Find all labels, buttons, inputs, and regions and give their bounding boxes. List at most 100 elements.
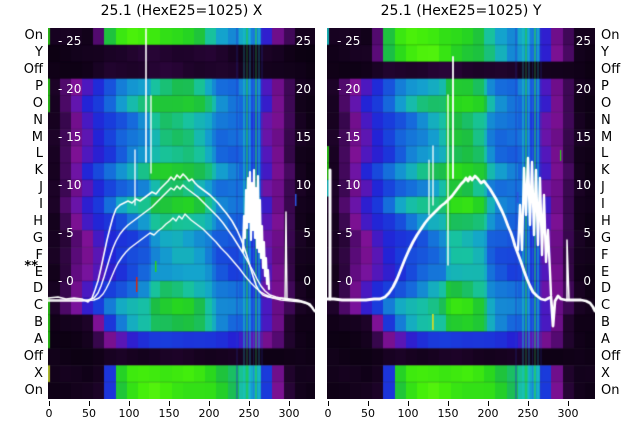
x-tick-mark [328, 401, 329, 406]
row-label-right: On [601, 28, 620, 44]
row-label-left: G [32, 230, 43, 246]
row-label-right: X [601, 365, 610, 381]
panel-y-title: 25.1 (HexE25=1025) Y [380, 3, 542, 19]
row-label-left: H [33, 213, 43, 229]
row-label-right: Off [601, 348, 621, 364]
inner-ytick-right: 15 [295, 130, 311, 144]
x-tick-label: 100 [397, 407, 419, 420]
x-tick-mark [448, 401, 449, 406]
row-label-left: K [34, 163, 43, 179]
row-label-left: A [34, 331, 43, 347]
row-label-right: M [601, 129, 613, 145]
row-label-right: D [601, 281, 612, 297]
row-label-left: I [39, 197, 43, 213]
x-tick-mark [169, 401, 170, 406]
x-tick-label: 0 [324, 407, 332, 420]
row-label-right: Y [601, 45, 609, 61]
x-tick-label: 250 [517, 407, 539, 420]
row-label-right: C [601, 298, 611, 314]
x-tick-mark [249, 401, 250, 406]
panel-x-title: 25.1 (HexE25=1025) X [100, 3, 263, 19]
x-tick-label: 0 [45, 407, 53, 420]
row-label-right: K [601, 163, 610, 179]
inner-ytick-right: 10 [295, 178, 311, 192]
row-label-right: E [601, 264, 610, 280]
row-label-right: Off [601, 62, 621, 78]
inner-ytick-left: - 10 [58, 178, 82, 192]
inner-ytick-left: - 20 [58, 82, 82, 96]
row-label-right: H [601, 213, 611, 229]
row-label-right: G [601, 230, 612, 246]
inner-ytick-right: 0 [583, 274, 591, 288]
inner-ytick-right: 0 [303, 274, 311, 288]
inner-ytick-right: 5 [303, 226, 311, 240]
x-tick-mark [528, 401, 529, 406]
inner-ytick-left: - 10 [337, 178, 361, 192]
inner-ytick-left: - 5 [58, 226, 74, 240]
row-label-left: X [34, 365, 43, 381]
inner-ytick-left: - 5 [337, 226, 353, 240]
row-label-left: Off [23, 62, 43, 78]
row-label-right: J [601, 180, 605, 196]
inner-ytick-right: 20 [575, 82, 591, 96]
inner-ytick-left: - 20 [337, 82, 361, 96]
x-tick-label: 200 [198, 407, 220, 420]
row-label-right: P [601, 79, 609, 95]
row-label-left: J [39, 180, 43, 196]
row-label-left: L [35, 146, 43, 162]
row-label-left: F [35, 247, 43, 263]
inner-ytick-right: 10 [575, 178, 591, 192]
row-label-left: P [35, 79, 43, 95]
x-tick-label: 300 [557, 407, 579, 420]
inner-ytick-right: 5 [583, 226, 591, 240]
row-label-left: On [24, 28, 43, 44]
row-label-left: C [33, 298, 43, 314]
x-tick-mark [49, 401, 50, 406]
x-tick-mark [488, 401, 489, 406]
x-tick-mark [289, 401, 290, 406]
row-label-left: N [33, 112, 43, 128]
row-label-right: L [601, 146, 609, 162]
row-label-left: Off [23, 348, 43, 364]
row-label-left: B [34, 315, 43, 331]
inner-ytick-right: 25 [575, 34, 591, 48]
row-label-right: On [601, 382, 620, 398]
row-label-right: N [601, 112, 611, 128]
x-tick-label: 200 [477, 407, 499, 420]
row-label-left: O [32, 95, 43, 111]
x-tick-mark [408, 401, 409, 406]
heatmap-canvas-x [48, 28, 315, 399]
x-tick-label: 250 [238, 407, 260, 420]
row-label-right: I [601, 197, 605, 213]
row-label-left: On [24, 382, 43, 398]
inner-ytick-right: 15 [575, 130, 591, 144]
inner-ytick-left: - 15 [337, 130, 361, 144]
x-tick-mark [89, 401, 90, 406]
x-tick-mark [209, 401, 210, 406]
x-tick-label: 50 [82, 407, 96, 420]
x-tick-label: 150 [437, 407, 459, 420]
inner-ytick-left: - 15 [58, 130, 82, 144]
x-tick-label: 50 [361, 407, 375, 420]
inner-ytick-left: - 25 [337, 34, 361, 48]
row-label-right: B [601, 315, 610, 331]
row-label-right: O [601, 95, 612, 111]
row-label-left: D [32, 281, 43, 297]
row-label-left: Y [35, 45, 43, 61]
heatmap-canvas-y [327, 28, 595, 399]
inner-ytick-left: - 0 [337, 274, 353, 288]
x-tick-mark [129, 401, 130, 406]
x-tick-label: 150 [158, 407, 180, 420]
x-tick-label: 300 [278, 407, 300, 420]
row-marker-asterisks: ** [24, 258, 38, 274]
x-tick-mark [568, 401, 569, 406]
x-tick-mark [368, 401, 369, 406]
inner-ytick-right: 25 [295, 34, 311, 48]
inner-ytick-left: - 25 [58, 34, 82, 48]
row-label-left: M [31, 129, 43, 145]
x-tick-label: 100 [118, 407, 140, 420]
inner-ytick-left: - 0 [58, 274, 74, 288]
row-label-right: A [601, 331, 610, 347]
inner-ytick-right: 20 [295, 82, 311, 96]
